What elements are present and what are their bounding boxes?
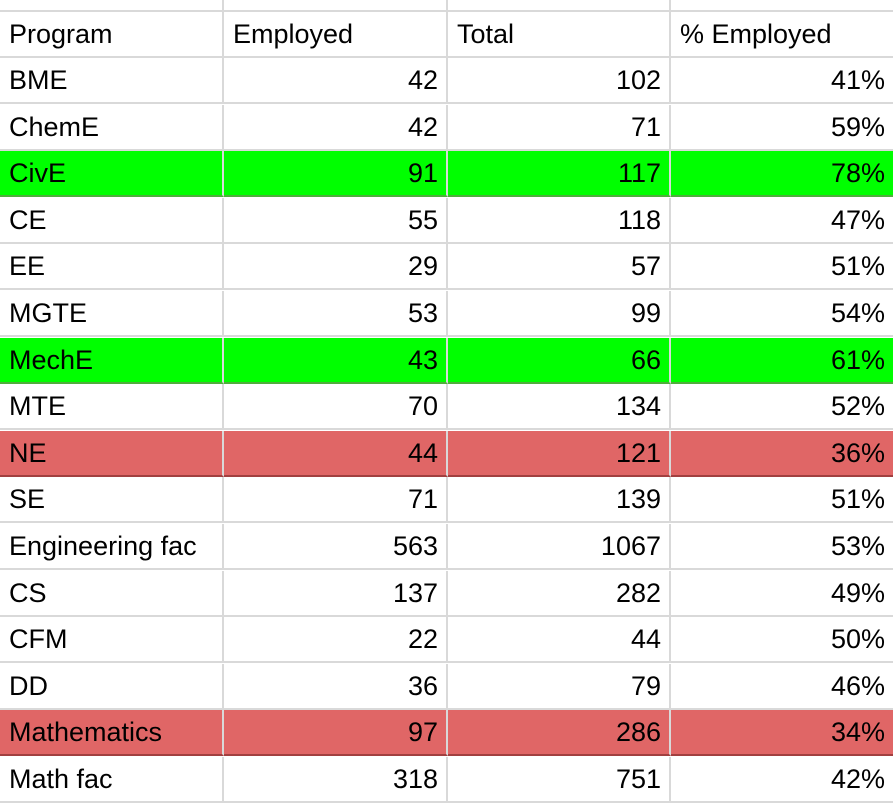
cell-employed[interactable]: 22 xyxy=(224,617,448,664)
cell-total[interactable]: 286 xyxy=(448,710,671,757)
cell-program[interactable]: CS xyxy=(0,570,224,617)
cell-employed[interactable]: 318 xyxy=(224,757,448,803)
cell-pct-employed[interactable]: 36% xyxy=(671,430,893,477)
header-cell-program[interactable]: Program xyxy=(0,12,224,58)
cell-program[interactable]: CE xyxy=(0,197,224,244)
header-row: Program Employed Total % Employed xyxy=(0,12,893,58)
cell-pct-employed[interactable]: 51% xyxy=(671,244,893,291)
cell-pct-employed[interactable]: 49% xyxy=(671,571,893,617)
cell-program[interactable]: CivE xyxy=(0,151,224,198)
table-row: EE 29 57 51% xyxy=(0,244,893,291)
cell-pct-employed[interactable]: 47% xyxy=(671,198,893,244)
partial-row-above xyxy=(0,0,893,12)
cell-total[interactable]: 1067 xyxy=(448,524,671,570)
cell-employed[interactable]: 71 xyxy=(224,477,448,524)
partial-cell[interactable] xyxy=(224,0,448,12)
table-row: DD 36 79 46% xyxy=(0,663,893,710)
table-row: Math fac 318 751 42% xyxy=(0,757,893,803)
cell-program[interactable]: ChemE xyxy=(0,104,224,151)
partial-cell[interactable] xyxy=(0,0,224,12)
table-row: MTE 70 134 52% xyxy=(0,384,893,431)
cell-employed[interactable]: 91 xyxy=(224,151,448,198)
cell-pct-employed[interactable]: 41% xyxy=(671,58,893,104)
cell-total[interactable]: 57 xyxy=(448,244,671,291)
cell-total[interactable]: 282 xyxy=(448,570,671,617)
cell-employed[interactable]: 42 xyxy=(224,58,448,104)
cell-pct-employed[interactable]: 52% xyxy=(671,384,893,431)
cell-program[interactable]: BME xyxy=(0,58,224,104)
table-row: MechE 43 66 61% xyxy=(0,337,893,384)
cell-program[interactable]: MTE xyxy=(0,384,224,431)
cell-pct-employed[interactable]: 42% xyxy=(671,757,893,803)
cell-total[interactable]: 71 xyxy=(448,104,671,151)
header-cell-pct-employed[interactable]: % Employed xyxy=(671,12,893,58)
table-row: Engineering fac 563 1067 53% xyxy=(0,524,893,570)
cell-total[interactable]: 117 xyxy=(448,151,671,198)
cell-pct-employed[interactable]: 78% xyxy=(671,151,893,198)
cell-program[interactable]: EE xyxy=(0,244,224,291)
cell-employed[interactable]: 97 xyxy=(224,710,448,757)
table-row: NE 44 121 36% xyxy=(0,430,893,477)
header-cell-employed[interactable]: Employed xyxy=(224,12,448,58)
cell-program[interactable]: MechE xyxy=(0,337,224,384)
cell-total[interactable]: 66 xyxy=(448,337,671,384)
cell-employed[interactable]: 44 xyxy=(224,430,448,477)
cell-employed[interactable]: 70 xyxy=(224,384,448,431)
table-row: CE 55 118 47% xyxy=(0,197,893,244)
cell-total[interactable]: 118 xyxy=(448,197,671,244)
table-row: CS 137 282 49% xyxy=(0,570,893,617)
cell-total[interactable]: 99 xyxy=(448,291,671,337)
cell-employed[interactable]: 29 xyxy=(224,244,448,291)
cell-total[interactable]: 134 xyxy=(448,384,671,431)
header-cell-total[interactable]: Total xyxy=(448,12,671,58)
table-row: SE 71 139 51% xyxy=(0,477,893,524)
cell-pct-employed[interactable]: 59% xyxy=(671,105,893,151)
table-row: CivE 91 117 78% xyxy=(0,151,893,198)
cell-employed[interactable]: 36 xyxy=(224,663,448,710)
cell-program[interactable]: Engineering fac xyxy=(0,524,224,570)
cell-employed[interactable]: 137 xyxy=(224,570,448,617)
cell-pct-employed[interactable]: 51% xyxy=(671,477,893,524)
cell-total[interactable]: 121 xyxy=(448,430,671,477)
table-row: ChemE 42 71 59% xyxy=(0,104,893,151)
cell-total[interactable]: 44 xyxy=(448,617,671,664)
cell-program[interactable]: NE xyxy=(0,430,224,477)
cell-program[interactable]: MGTE xyxy=(0,291,224,337)
cell-employed[interactable]: 43 xyxy=(224,337,448,384)
partial-cell[interactable] xyxy=(448,0,671,12)
cell-total[interactable]: 102 xyxy=(448,58,671,104)
cell-program[interactable]: SE xyxy=(0,477,224,524)
cell-total[interactable]: 79 xyxy=(448,663,671,710)
cell-employed[interactable]: 563 xyxy=(224,524,448,570)
cell-pct-employed[interactable]: 34% xyxy=(671,710,893,757)
table-row: Mathematics 97 286 34% xyxy=(0,710,893,757)
table-row: CFM 22 44 50% xyxy=(0,617,893,664)
cell-pct-employed[interactable]: 50% xyxy=(671,617,893,664)
cell-program[interactable]: DD xyxy=(0,663,224,710)
cell-pct-employed[interactable]: 54% xyxy=(671,291,893,337)
cell-pct-employed[interactable]: 53% xyxy=(671,524,893,570)
cell-program[interactable]: Math fac xyxy=(0,757,224,803)
cell-total[interactable]: 751 xyxy=(448,757,671,803)
table-row: MGTE 53 99 54% xyxy=(0,291,893,337)
cell-program[interactable]: CFM xyxy=(0,617,224,664)
cell-pct-employed[interactable]: 61% xyxy=(671,337,893,384)
cell-employed[interactable]: 42 xyxy=(224,104,448,151)
cell-employed[interactable]: 53 xyxy=(224,291,448,337)
cell-program[interactable]: Mathematics xyxy=(0,710,224,757)
table-row: BME 42 102 41% xyxy=(0,58,893,104)
cell-total[interactable]: 139 xyxy=(448,477,671,524)
cell-employed[interactable]: 55 xyxy=(224,197,448,244)
cell-pct-employed[interactable]: 46% xyxy=(671,664,893,710)
